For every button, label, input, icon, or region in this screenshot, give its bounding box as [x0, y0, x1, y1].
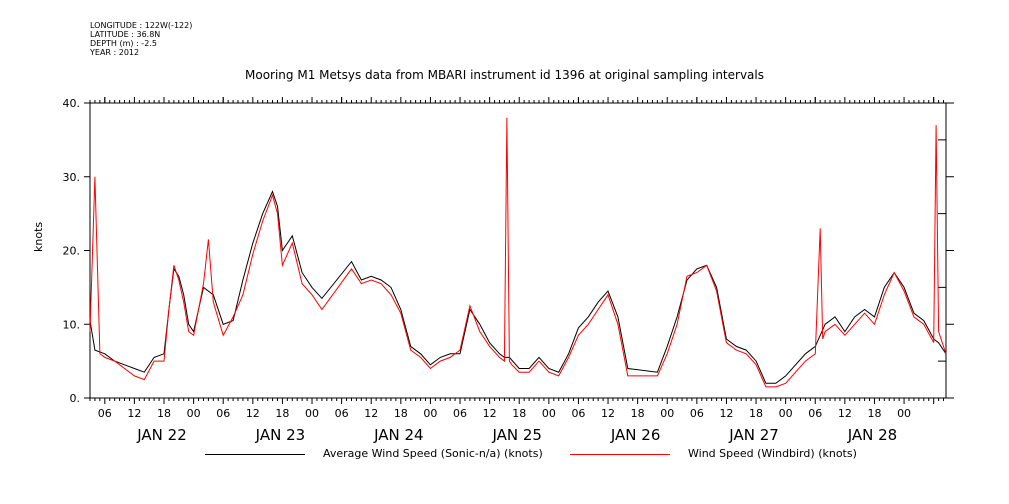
series-line-windbird-wind-speed	[89, 117, 947, 388]
x-hour-label: 00	[423, 407, 437, 420]
x-hour-label: 00	[779, 407, 793, 420]
x-hour-label: 18	[275, 407, 289, 420]
y-tick-label: 20.	[63, 245, 81, 258]
axis-ticks: 0. 10. 20. 30. 40. 06 12 18 00 06 12 18 00 06 12 18 00 06…	[63, 97, 954, 444]
x-hour-label: 12	[601, 407, 615, 420]
x-hour-label: 12	[364, 407, 378, 420]
x-hour-label: 12	[246, 407, 260, 420]
longitude-label: LONGITUDE : 122W(-122)	[90, 21, 193, 30]
x-hour-label: 12	[483, 407, 497, 420]
depth-label: DEPTH (m) : -2.5	[90, 39, 157, 48]
x-hour-label: 18	[394, 407, 408, 420]
x-hour-label: 12	[127, 407, 141, 420]
x-hour-label: 06	[571, 407, 585, 420]
legend-label-avg: Average Wind Speed (Sonic-n/a) (knots)	[323, 447, 543, 460]
x-hour-label: 12	[719, 407, 733, 420]
plot-border	[89, 102, 947, 399]
x-day-label: JAN 27	[728, 426, 779, 444]
x-day-label: JAN 22	[136, 426, 187, 444]
x-day-label: JAN 24	[373, 426, 424, 444]
latitude-label: LATITUDE : 36.8N	[90, 30, 161, 39]
x-day-label: JAN 26	[610, 426, 661, 444]
x-hour-label: 06	[335, 407, 349, 420]
x-day-label: JAN 23	[255, 426, 306, 444]
chart-title: Mooring M1 Metsys data from MBARI instru…	[245, 68, 764, 82]
x-hour-label: 00	[542, 407, 556, 420]
legend-label-windbird: Wind Speed (Windbird) (knots)	[688, 447, 857, 460]
x-hour-label: 00	[660, 407, 674, 420]
x-hour-label: 06	[453, 407, 467, 420]
x-hour-label: 06	[690, 407, 704, 420]
x-hour-label: 18	[749, 407, 763, 420]
x-hour-label: 18	[867, 407, 881, 420]
x-hour-label: 00	[187, 407, 201, 420]
y-tick-label: 30.	[63, 171, 81, 184]
x-day-label: JAN 25	[491, 426, 542, 444]
x-hour-label: 00	[897, 407, 911, 420]
series-layer	[89, 117, 947, 388]
plot-frame	[89, 102, 947, 399]
x-hour-label: 18	[157, 407, 171, 420]
x-hour-label: 00	[305, 407, 319, 420]
legend-line-windbird	[570, 454, 670, 455]
x-hour-label: 18	[631, 407, 645, 420]
x-hour-label: 06	[216, 407, 230, 420]
y-tick-label: 10.	[63, 318, 81, 331]
x-hour-label: 06	[808, 407, 822, 420]
legend-line-avg	[205, 454, 305, 455]
y-tick-label: 40.	[63, 97, 81, 110]
x-day-label: JAN 28	[847, 426, 898, 444]
x-hour-label: 06	[98, 407, 112, 420]
y-tick-label: 0.	[70, 392, 81, 405]
x-hour-label: 12	[838, 407, 852, 420]
x-hour-label: 18	[512, 407, 526, 420]
year-label: YEAR : 2012	[90, 48, 140, 57]
